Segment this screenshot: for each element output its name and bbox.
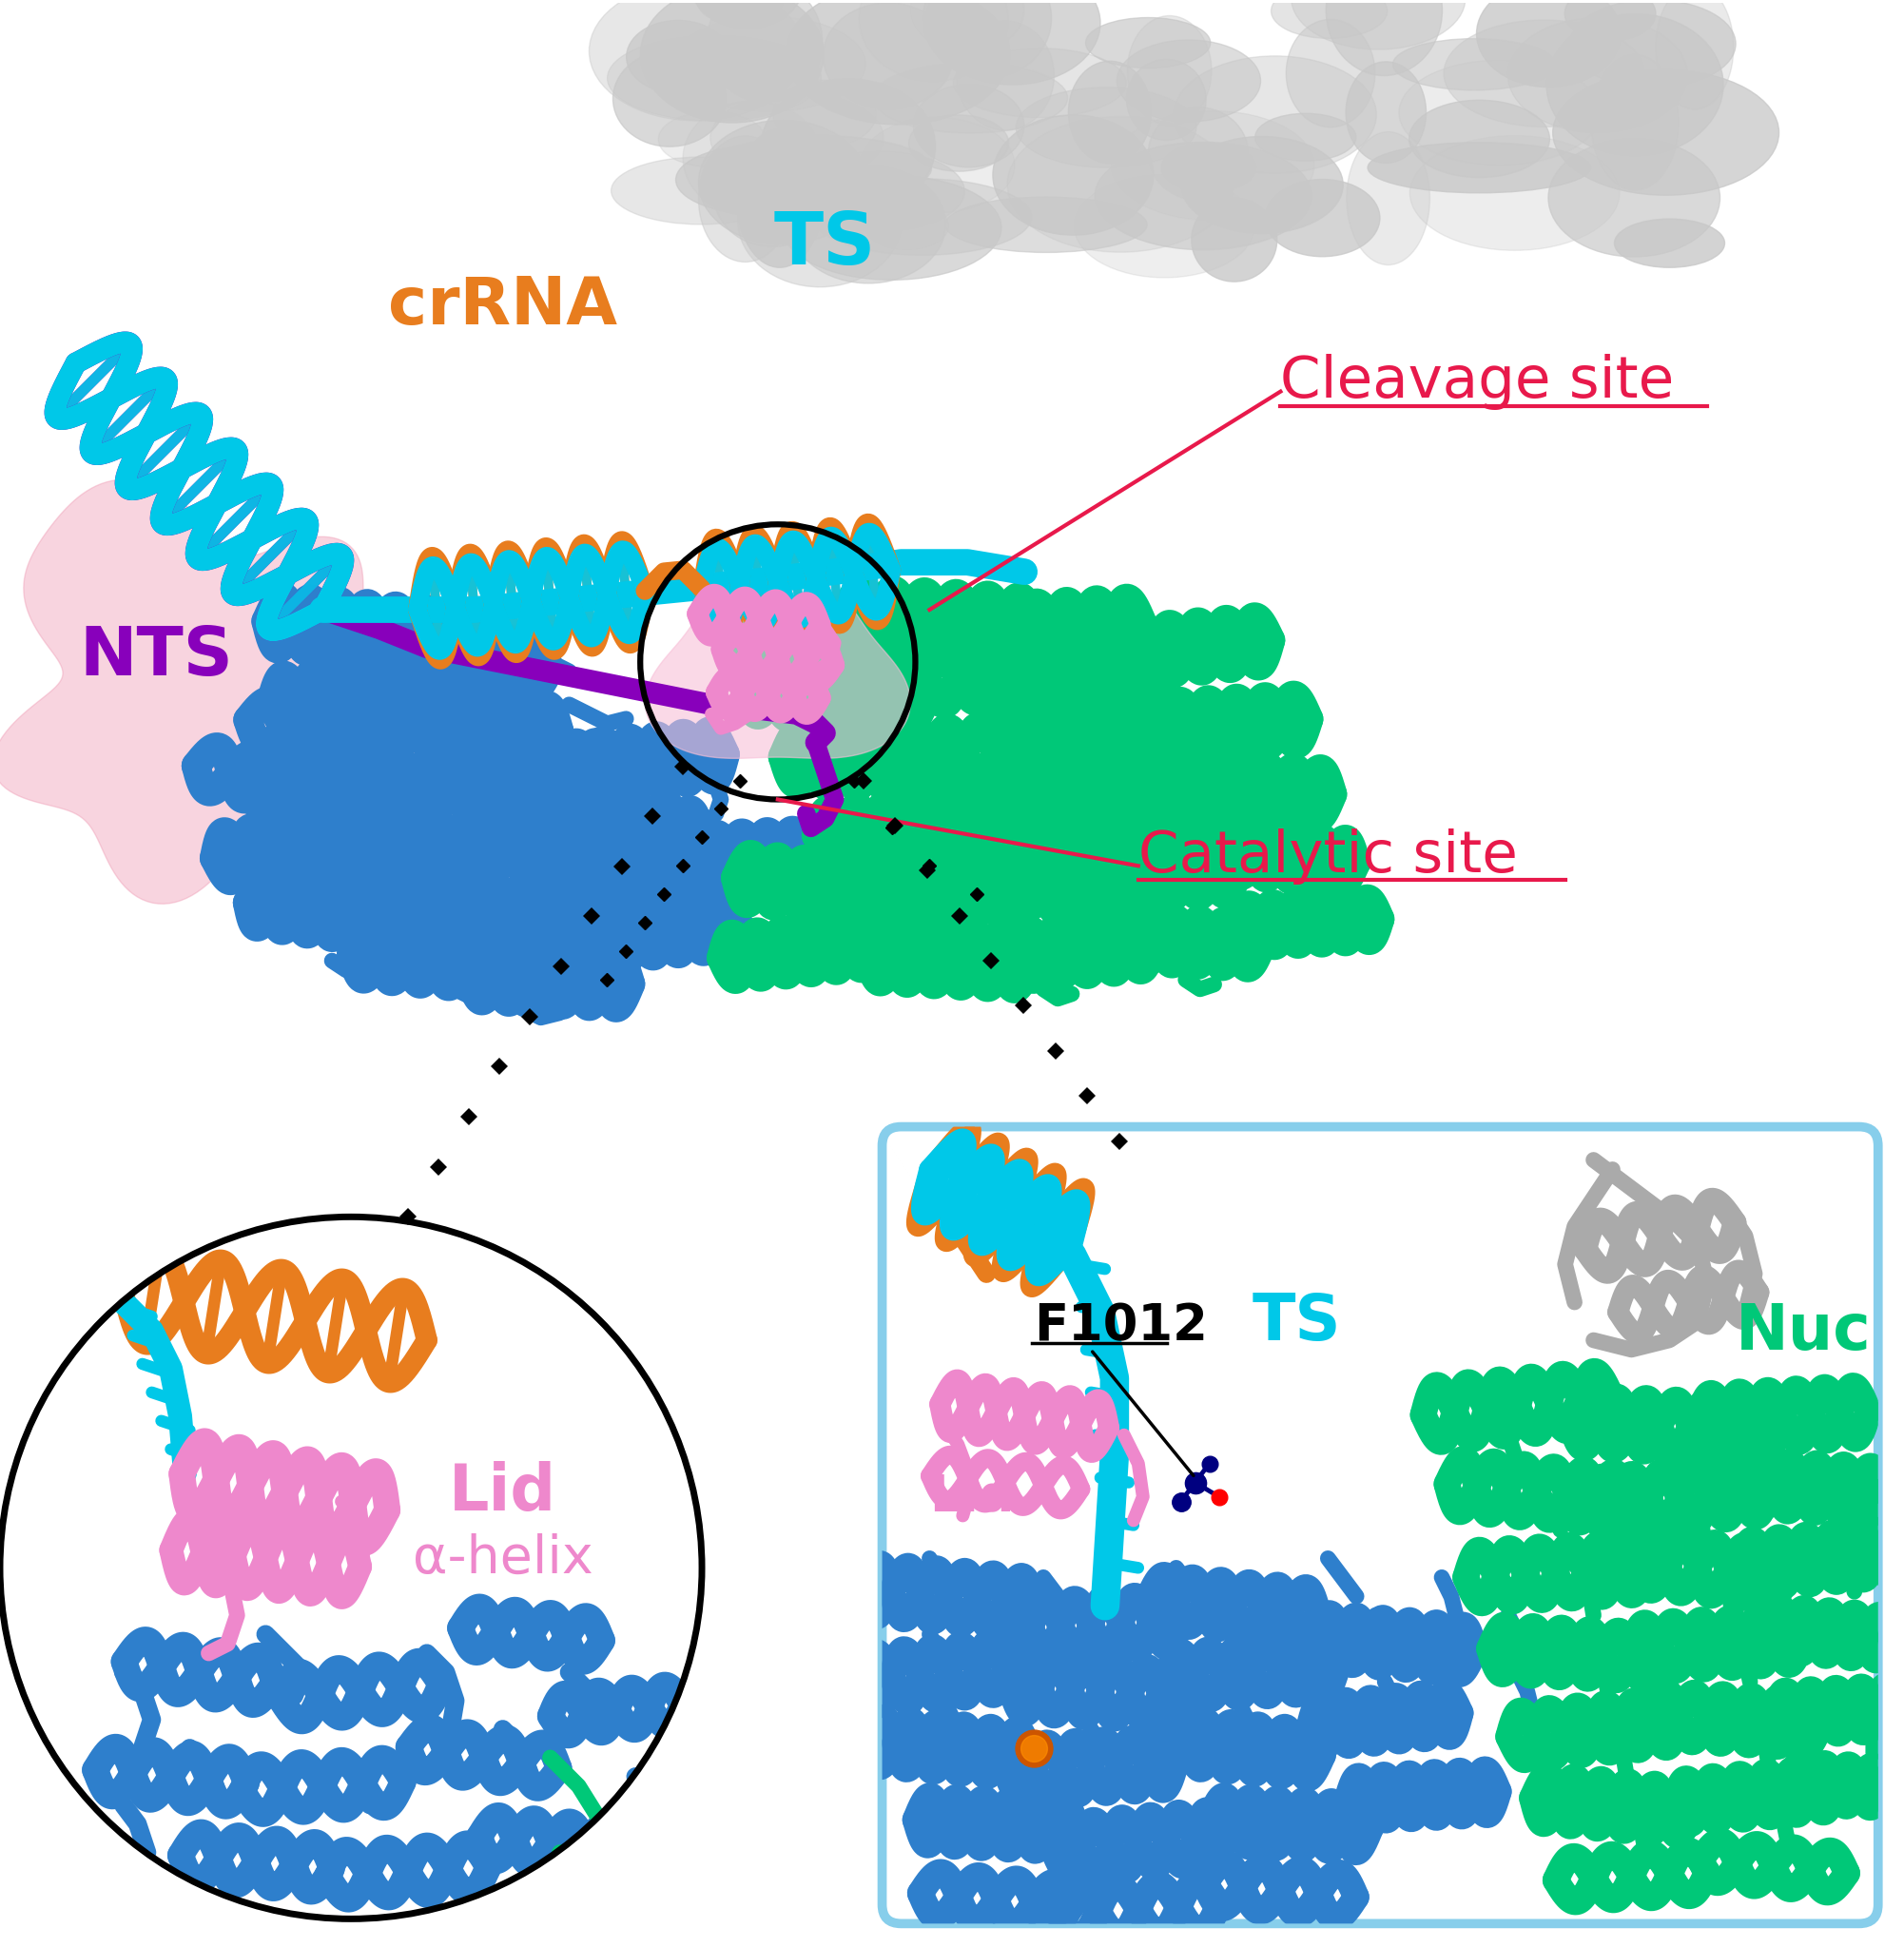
Ellipse shape	[1291, 0, 1466, 49]
Ellipse shape	[1546, 14, 1723, 156]
Ellipse shape	[1255, 113, 1356, 162]
Circle shape	[0, 1218, 703, 1919]
Ellipse shape	[914, 84, 1024, 168]
Text: Nuc: Nuc	[1736, 1299, 1872, 1364]
Ellipse shape	[954, 49, 1127, 117]
Ellipse shape	[944, 197, 1146, 253]
Ellipse shape	[773, 80, 876, 148]
Ellipse shape	[1592, 55, 1679, 191]
Ellipse shape	[699, 121, 866, 244]
Ellipse shape	[1508, 18, 1687, 132]
Ellipse shape	[706, 136, 931, 201]
Ellipse shape	[697, 0, 783, 25]
Ellipse shape	[1007, 117, 1234, 251]
Ellipse shape	[1565, 0, 1656, 41]
Ellipse shape	[1325, 0, 1441, 76]
Ellipse shape	[699, 136, 792, 261]
Ellipse shape	[859, 0, 1009, 82]
Ellipse shape	[956, 21, 1055, 131]
Ellipse shape	[1017, 88, 1196, 168]
Ellipse shape	[1656, 0, 1735, 109]
Polygon shape	[645, 569, 910, 758]
Ellipse shape	[1068, 60, 1152, 164]
Ellipse shape	[1409, 99, 1550, 177]
Ellipse shape	[1272, 0, 1388, 39]
Ellipse shape	[1074, 173, 1255, 279]
Ellipse shape	[910, 0, 1024, 53]
Ellipse shape	[737, 154, 902, 286]
Ellipse shape	[1554, 70, 1778, 195]
Text: TS: TS	[775, 208, 876, 281]
Ellipse shape	[1118, 41, 1260, 121]
Ellipse shape	[1476, 0, 1620, 88]
Text: Lid: Lid	[929, 1473, 1015, 1521]
Ellipse shape	[872, 62, 1068, 132]
Ellipse shape	[1615, 218, 1725, 267]
Ellipse shape	[1161, 142, 1257, 193]
Ellipse shape	[790, 166, 946, 282]
Ellipse shape	[684, 101, 821, 216]
Ellipse shape	[737, 129, 823, 267]
Ellipse shape	[706, 0, 823, 101]
Ellipse shape	[908, 115, 1009, 171]
Text: Catalytic site: Catalytic site	[1139, 828, 1517, 884]
Ellipse shape	[1569, 0, 1736, 88]
Ellipse shape	[1127, 58, 1205, 140]
Ellipse shape	[925, 0, 1101, 84]
Text: crRNA: crRNA	[388, 275, 617, 339]
Ellipse shape	[1409, 136, 1620, 251]
Ellipse shape	[796, 152, 965, 232]
Ellipse shape	[1175, 56, 1377, 173]
Text: Lid: Lid	[449, 1461, 556, 1523]
Ellipse shape	[714, 142, 830, 247]
Ellipse shape	[588, 0, 803, 121]
Ellipse shape	[1112, 111, 1314, 220]
Text: Cleavage site: Cleavage site	[1281, 355, 1674, 411]
Ellipse shape	[670, 16, 866, 111]
Ellipse shape	[1346, 132, 1430, 265]
Ellipse shape	[923, 0, 1051, 78]
Ellipse shape	[1285, 19, 1375, 127]
Ellipse shape	[786, 0, 1009, 125]
Ellipse shape	[607, 35, 821, 121]
Ellipse shape	[1085, 18, 1211, 68]
Ellipse shape	[1548, 138, 1719, 257]
Ellipse shape	[626, 19, 729, 94]
Ellipse shape	[710, 94, 883, 183]
Ellipse shape	[1095, 142, 1312, 249]
Ellipse shape	[783, 175, 1002, 281]
Ellipse shape	[823, 4, 954, 109]
Ellipse shape	[1392, 39, 1556, 90]
Ellipse shape	[1148, 107, 1249, 201]
Ellipse shape	[613, 51, 725, 146]
Ellipse shape	[611, 158, 790, 224]
Ellipse shape	[864, 201, 948, 249]
FancyBboxPatch shape	[882, 1126, 1877, 1923]
Polygon shape	[0, 479, 478, 904]
Ellipse shape	[813, 179, 1032, 255]
Ellipse shape	[1127, 16, 1211, 125]
Ellipse shape	[1346, 62, 1426, 164]
Ellipse shape	[659, 111, 765, 168]
Ellipse shape	[691, 0, 803, 27]
Ellipse shape	[640, 0, 824, 123]
Text: TS: TS	[1253, 1292, 1340, 1354]
Text: NTS: NTS	[80, 625, 234, 690]
Ellipse shape	[861, 117, 1015, 212]
Ellipse shape	[1180, 136, 1342, 234]
Ellipse shape	[676, 144, 855, 214]
Ellipse shape	[1443, 19, 1643, 127]
Ellipse shape	[1367, 142, 1590, 193]
Ellipse shape	[1192, 199, 1278, 282]
Ellipse shape	[992, 115, 1154, 236]
Ellipse shape	[1264, 179, 1380, 257]
Text: F1012: F1012	[1034, 1301, 1207, 1350]
Ellipse shape	[1399, 60, 1601, 166]
Text: α-helix: α-helix	[413, 1533, 592, 1584]
Ellipse shape	[762, 78, 935, 214]
